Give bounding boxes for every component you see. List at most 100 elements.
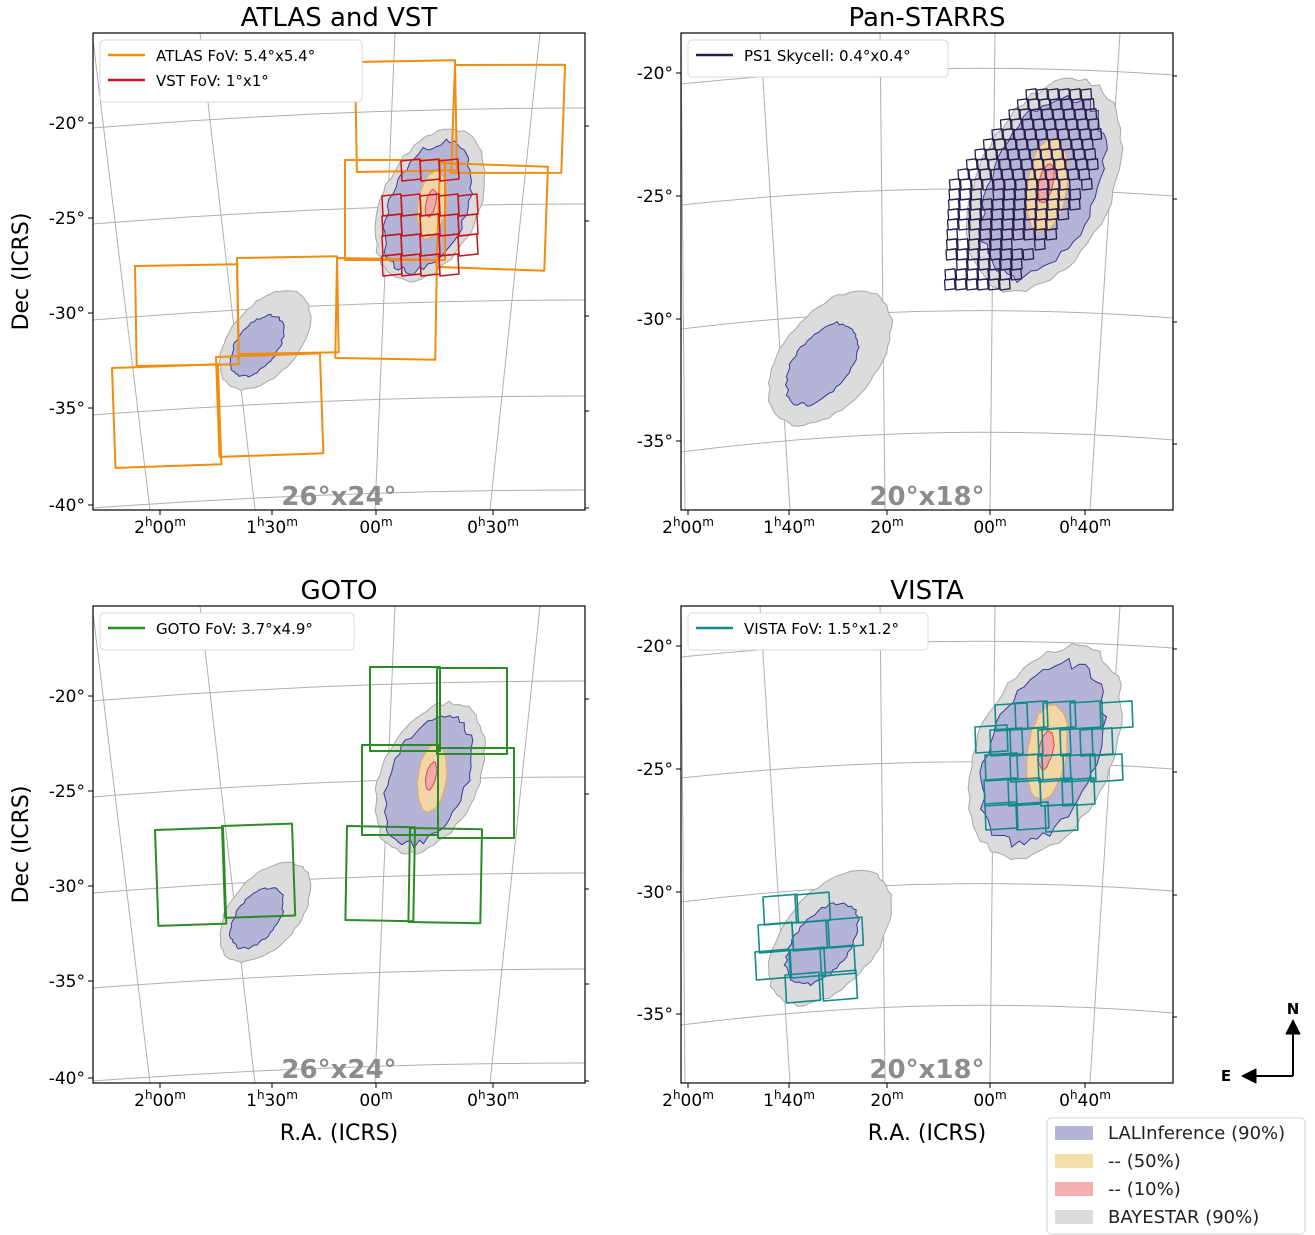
dec-gridline xyxy=(93,680,585,702)
vista-fov xyxy=(827,916,865,949)
ps1-skycell xyxy=(970,178,983,191)
ps1-skycell xyxy=(967,248,980,261)
plot-area xyxy=(681,33,1173,510)
atlas-fov xyxy=(215,352,325,458)
ps1-skycell xyxy=(999,268,1012,281)
east-label: E xyxy=(1221,1067,1231,1085)
x-tick-label: 00m xyxy=(359,515,392,538)
ps1-skycell xyxy=(1014,178,1027,191)
ps1-skycell xyxy=(978,238,991,251)
ps1-skycell xyxy=(1090,128,1103,141)
ps1-skycell xyxy=(947,198,960,211)
ra-gridline xyxy=(93,612,151,1083)
y-tick-label: -20° xyxy=(637,637,673,657)
vista-fov xyxy=(821,969,859,1002)
ps1-skycell xyxy=(1046,208,1059,221)
ra-gridline xyxy=(93,39,151,510)
dec-gridline xyxy=(93,1062,585,1082)
ps1-skycell xyxy=(946,218,959,231)
ps1-skycell xyxy=(947,208,960,221)
x-tick-label: 1h40m xyxy=(763,1088,815,1111)
goto-fov xyxy=(436,667,508,755)
vst-fov xyxy=(457,233,479,257)
ps1-skycell xyxy=(969,198,982,211)
y-tick-label: -30° xyxy=(637,883,673,903)
panel-title: Pan-STARRS xyxy=(848,3,1005,33)
region-legend-label: LALInference (90%) xyxy=(1108,1123,1285,1144)
y-tick-label: -30° xyxy=(49,877,85,897)
y-tick-label: -35° xyxy=(49,399,85,419)
north-arrow-head xyxy=(1285,1019,1301,1035)
goto-fov xyxy=(369,666,441,752)
vista-fov xyxy=(1009,727,1044,757)
dec-gridline xyxy=(681,431,1173,453)
x-tick-label: 20m xyxy=(870,515,903,538)
region-legend-frame xyxy=(1046,1117,1306,1235)
x-axis-label: R.A. (ICRS) xyxy=(868,1121,986,1146)
ps1-skycell xyxy=(1010,258,1023,271)
ps1-skycell xyxy=(1012,228,1025,241)
ps1-skycell xyxy=(944,268,957,281)
ps1-skycell xyxy=(970,188,983,201)
y-tick-label: -20° xyxy=(49,114,85,134)
y-axis-label: Dec (ICRS) xyxy=(9,786,34,904)
x-tick-label: 1h30m xyxy=(246,1088,298,1111)
ps1-skycell xyxy=(955,258,968,271)
vista-fov xyxy=(754,948,792,981)
ps1-skycell xyxy=(978,248,991,261)
x-tick-label: 2h00m xyxy=(134,515,186,538)
plot-frame xyxy=(92,605,586,1084)
x-tick-label: 2h00m xyxy=(662,515,714,538)
ps1-skycell xyxy=(957,218,970,231)
x-tick-label: 00m xyxy=(973,1088,1006,1111)
region-legend-label: -- (10%) xyxy=(1108,1179,1181,1200)
y-tick-label: -25° xyxy=(637,187,673,207)
ps1-skycell xyxy=(959,178,972,191)
ps1-skycell xyxy=(1003,178,1016,191)
ps1-skycell xyxy=(948,178,961,191)
vst-fov xyxy=(438,253,460,277)
region-legend-swatch xyxy=(1055,1126,1093,1140)
ps1-skycell xyxy=(1012,218,1025,231)
goto-fov xyxy=(221,822,297,919)
ps1-skycell xyxy=(954,278,967,291)
plot-frame xyxy=(680,605,1174,1084)
legend-frame xyxy=(687,39,949,78)
vista-fov xyxy=(989,727,1024,757)
dec-gridline xyxy=(681,310,1173,330)
vista-fov xyxy=(791,919,829,952)
ps1-skycell xyxy=(1035,208,1048,221)
ra-gridline xyxy=(879,606,886,1083)
vista-fov xyxy=(1089,753,1124,783)
dec-gridline xyxy=(93,107,585,129)
panel-legend: GOTO FoV: 3.7°x4.9° xyxy=(99,612,355,651)
ps1-skycell xyxy=(1024,208,1037,221)
legend-label: VST FoV: 1°x1° xyxy=(156,72,269,90)
ps1-skycell xyxy=(1022,248,1035,261)
ps1-skycell xyxy=(989,248,1002,261)
ps1-skycell xyxy=(1013,198,1026,211)
compass: NE xyxy=(1221,1000,1301,1085)
fov-size-label: 20°x18° xyxy=(869,1055,984,1085)
region-legend-label: BAYESTAR (90%) xyxy=(1108,1207,1259,1228)
vista-fov xyxy=(1061,777,1096,807)
vista-fov xyxy=(1099,700,1134,730)
ps1-skycell xyxy=(958,208,971,221)
fov-size-label: 20°x18° xyxy=(869,482,984,512)
region-legend-swatch xyxy=(1055,1210,1093,1224)
dec-gridline xyxy=(93,299,585,321)
ps1-skycell xyxy=(966,258,979,271)
ra-gridline xyxy=(681,33,686,510)
lalinference-90-south xyxy=(229,313,285,378)
x-tick-label: 00m xyxy=(359,1088,392,1111)
y-tick-label: -30° xyxy=(637,310,673,330)
ps1-skycell xyxy=(967,238,980,251)
dec-gridline xyxy=(93,776,585,798)
ps1-skycell xyxy=(945,248,958,261)
vst-fov xyxy=(438,158,460,182)
atlas-fov xyxy=(435,162,549,272)
legend-frame xyxy=(99,612,355,651)
lalinference-90-south xyxy=(229,887,285,950)
ps1-skycell xyxy=(980,198,993,211)
ps1-skycell xyxy=(969,208,982,221)
